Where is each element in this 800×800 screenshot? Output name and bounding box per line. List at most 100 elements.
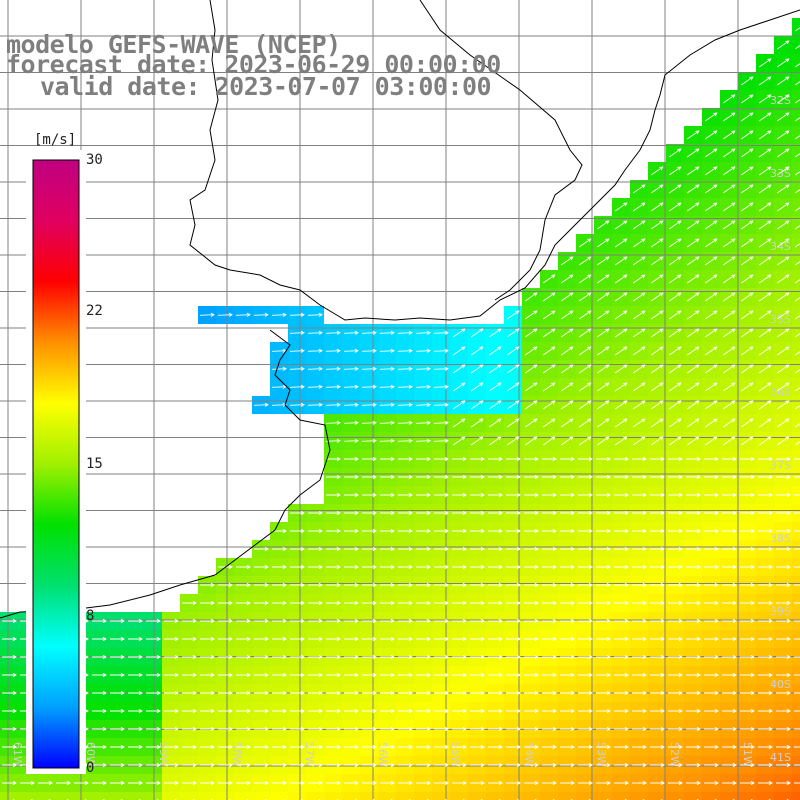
wind-arrow xyxy=(560,256,574,266)
wind-arrow xyxy=(200,582,215,588)
wind-arrow xyxy=(578,436,592,446)
wind-arrow xyxy=(758,492,773,498)
wind-arrow xyxy=(398,510,413,516)
wind-arrow xyxy=(254,762,269,768)
wind-arrow xyxy=(704,400,718,410)
wind-arrow xyxy=(470,328,484,338)
wind-arrow xyxy=(686,546,701,552)
wind-speed-cell xyxy=(594,792,612,800)
wind-arrow xyxy=(794,584,800,586)
wind-arrow xyxy=(614,600,629,606)
wind-arrow xyxy=(686,328,700,338)
wind-arrow xyxy=(740,690,755,696)
wind-arrow xyxy=(415,402,431,407)
wind-arrow xyxy=(488,582,503,588)
wind-arrow xyxy=(794,315,800,320)
wind-arrow xyxy=(704,474,719,480)
wind-arrow xyxy=(488,492,503,498)
wind-arrow xyxy=(415,384,431,389)
wind-arrow xyxy=(794,369,800,374)
latitude-label: 35S xyxy=(770,313,791,326)
wind-arrow xyxy=(758,762,773,768)
wind-arrow xyxy=(361,366,377,371)
wind-arrow xyxy=(380,708,395,714)
wind-arrow xyxy=(722,672,737,678)
wind-arrow xyxy=(578,708,593,714)
wind-arrow xyxy=(398,546,413,552)
wind-arrow xyxy=(722,690,737,696)
wind-arrow xyxy=(632,346,646,356)
wind-arrow xyxy=(776,546,791,552)
wind-arrow xyxy=(758,636,773,642)
wind-arrow xyxy=(614,582,629,588)
wind-arrow xyxy=(632,220,646,230)
wind-arrow xyxy=(686,220,700,230)
wind-speed-cell xyxy=(360,792,378,800)
wind-arrow xyxy=(128,618,143,624)
wind-arrow xyxy=(740,436,754,446)
wind-arrow xyxy=(254,582,269,588)
wind-arrow xyxy=(110,726,125,732)
wind-arrow xyxy=(614,510,629,516)
wind-arrow xyxy=(668,202,682,212)
wind-arrow xyxy=(776,654,791,660)
wind-arrow xyxy=(578,780,593,786)
wind-arrow xyxy=(614,400,628,410)
wind-arrow xyxy=(362,474,377,480)
wind-arrow xyxy=(470,492,485,498)
wind-arrow xyxy=(668,418,682,428)
wind-arrow xyxy=(632,672,647,678)
wind-arrow xyxy=(398,618,413,624)
wind-arrow xyxy=(776,780,791,786)
wind-arrow xyxy=(2,744,17,750)
wind-arrow xyxy=(506,636,521,642)
wind-arrow xyxy=(380,672,395,678)
wind-arrow xyxy=(326,546,341,552)
wind-arrow xyxy=(542,418,556,428)
wind-arrow xyxy=(415,438,431,443)
wind-arrow xyxy=(632,292,646,302)
wind-arrow xyxy=(470,600,485,606)
wind-arrow xyxy=(614,708,629,714)
wind-arrow xyxy=(452,618,467,624)
wind-speed-cell xyxy=(18,792,36,800)
wind-arrow xyxy=(632,382,646,392)
wind-speed-cell xyxy=(432,792,450,800)
wind-arrow xyxy=(415,366,431,371)
wind-arrow xyxy=(740,112,754,122)
wind-arrow xyxy=(289,384,305,389)
wind-arrow xyxy=(362,492,377,498)
wind-speed-cell xyxy=(792,18,800,36)
wind-arrow xyxy=(668,564,683,570)
wind-arrow xyxy=(164,636,179,642)
wind-arrow xyxy=(614,418,628,428)
wind-arrow xyxy=(704,418,718,428)
wind-arrow xyxy=(560,636,575,642)
inner-coastline xyxy=(419,0,583,301)
wind-arrow xyxy=(470,456,485,462)
wind-arrow xyxy=(218,744,233,750)
wind-arrow xyxy=(758,708,773,714)
wind-arrow xyxy=(272,654,287,660)
wind-arrow xyxy=(542,510,557,516)
wind-speed-cell xyxy=(792,198,800,216)
wind-arrow xyxy=(344,600,359,606)
wind-arrow xyxy=(362,672,377,678)
wind-arrow xyxy=(578,474,593,480)
wind-arrow xyxy=(758,564,773,570)
wind-arrow xyxy=(524,400,538,410)
wind-arrow xyxy=(668,382,682,392)
wind-speed-cell xyxy=(450,792,468,800)
wind-arrow xyxy=(488,618,503,624)
wind-arrow xyxy=(578,292,592,302)
wind-arrow xyxy=(452,654,467,660)
wind-arrow xyxy=(524,456,539,462)
colorbar-gradient xyxy=(32,159,80,769)
wind-direction-arrows xyxy=(2,27,800,800)
wind-arrow xyxy=(776,690,791,696)
wind-arrow xyxy=(218,780,233,786)
wind-arrow xyxy=(758,672,773,678)
wind-arrow xyxy=(740,618,755,624)
wind-arrow xyxy=(398,582,413,588)
wind-arrow xyxy=(434,744,449,750)
